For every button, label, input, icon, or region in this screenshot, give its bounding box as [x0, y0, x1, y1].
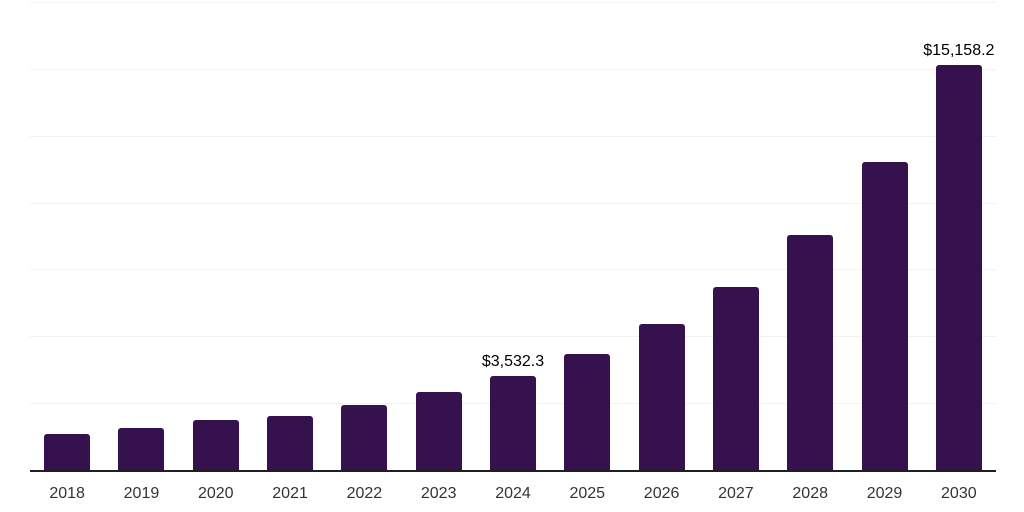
gridline-10000: [30, 202, 996, 204]
x-tick-label-2030: 2030: [941, 485, 977, 502]
x-tick-label-2018: 2018: [49, 485, 85, 502]
bar-2026[interactable]: [638, 323, 685, 470]
data-label-2030: $15,158.2: [923, 41, 995, 59]
bar-2030[interactable]: [935, 64, 982, 470]
gridline-15000: [30, 68, 996, 70]
gridline-5000: [30, 336, 996, 338]
x-tick-label-2023: 2023: [420, 485, 457, 502]
x-tick-label-2026: 2026: [643, 485, 680, 502]
x-tick-label-2025: 2025: [569, 485, 606, 502]
bar-2021[interactable]: [267, 415, 314, 470]
bar-2025[interactable]: [564, 353, 611, 470]
bar-2029[interactable]: [861, 162, 908, 470]
x-tick-label-2020: 2020: [197, 485, 234, 502]
x-tick-label-2021: 2021: [272, 485, 308, 502]
bar-2024[interactable]: [490, 375, 536, 470]
bar-2022[interactable]: [341, 405, 388, 470]
data-label-2024: $3,532.3: [481, 352, 545, 370]
x-axis-labels: 2018 2019 2020 2021 2022 2023 2024 2025 2026 2027…: [30, 484, 996, 504]
x-tick-label-2027: 2027: [718, 485, 754, 502]
x-tick-label-2019: 2019: [123, 485, 160, 502]
plot-area: $3,532.3 $15,158.2: [30, 2, 996, 470]
x-tick-label-2029: 2029: [866, 485, 903, 502]
bar-2027[interactable]: [712, 287, 759, 470]
bar-2019[interactable]: [118, 428, 165, 470]
bar-2023[interactable]: [415, 391, 462, 470]
gridline-17500: [30, 2, 996, 3]
bar-2020[interactable]: [192, 420, 239, 470]
x-tick-label-2024: 2024: [495, 485, 531, 502]
bar-2028[interactable]: [787, 234, 834, 470]
bar-2018[interactable]: [44, 433, 91, 470]
x-tick-label-2028: 2028: [792, 485, 828, 502]
gridline-7500: [30, 269, 996, 271]
x-axis-line: [30, 470, 996, 472]
gridline-12500: [30, 135, 996, 137]
x-tick-label-2022: 2022: [346, 485, 383, 502]
